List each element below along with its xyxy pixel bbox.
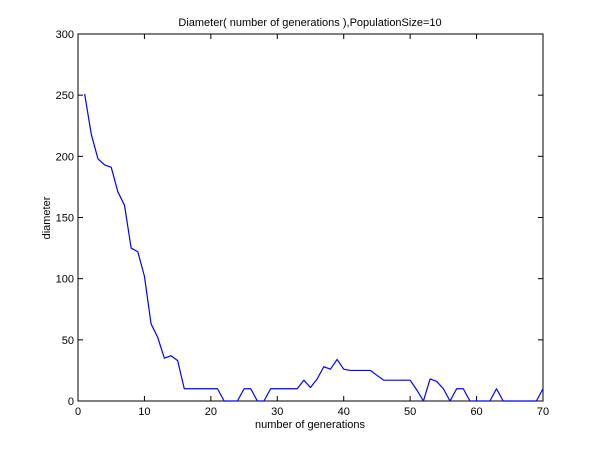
x-tick-label: 20: [205, 406, 217, 418]
chart-title: Diameter( number of generations ),Popula…: [178, 17, 441, 29]
y-tick-label: 0: [68, 396, 74, 408]
x-tick-label: 70: [537, 406, 549, 418]
y-tick-label: 150: [56, 213, 74, 225]
y-axis-label: diameter: [41, 196, 53, 239]
y-tick-label: 200: [56, 151, 74, 163]
x-tick-label: 30: [271, 406, 283, 418]
y-tick-label: 100: [56, 274, 74, 286]
y-tick-label: 300: [56, 29, 74, 41]
x-tick-label: 40: [338, 406, 350, 418]
x-tick-label: 60: [470, 406, 482, 418]
x-tick-label: 50: [404, 406, 416, 418]
x-axis-label: number of generations: [255, 419, 366, 431]
y-tick-label: 50: [62, 335, 74, 347]
series-line: [84, 93, 544, 402]
x-tick-label: 10: [138, 406, 150, 418]
plot-area: 0 10 20 30 40 50 60 70 0 50 100 150 200 250 300: [56, 29, 549, 418]
y-tick-label: 250: [56, 90, 74, 102]
x-tick-label: 0: [75, 406, 81, 418]
plot-frame: [77, 33, 544, 402]
